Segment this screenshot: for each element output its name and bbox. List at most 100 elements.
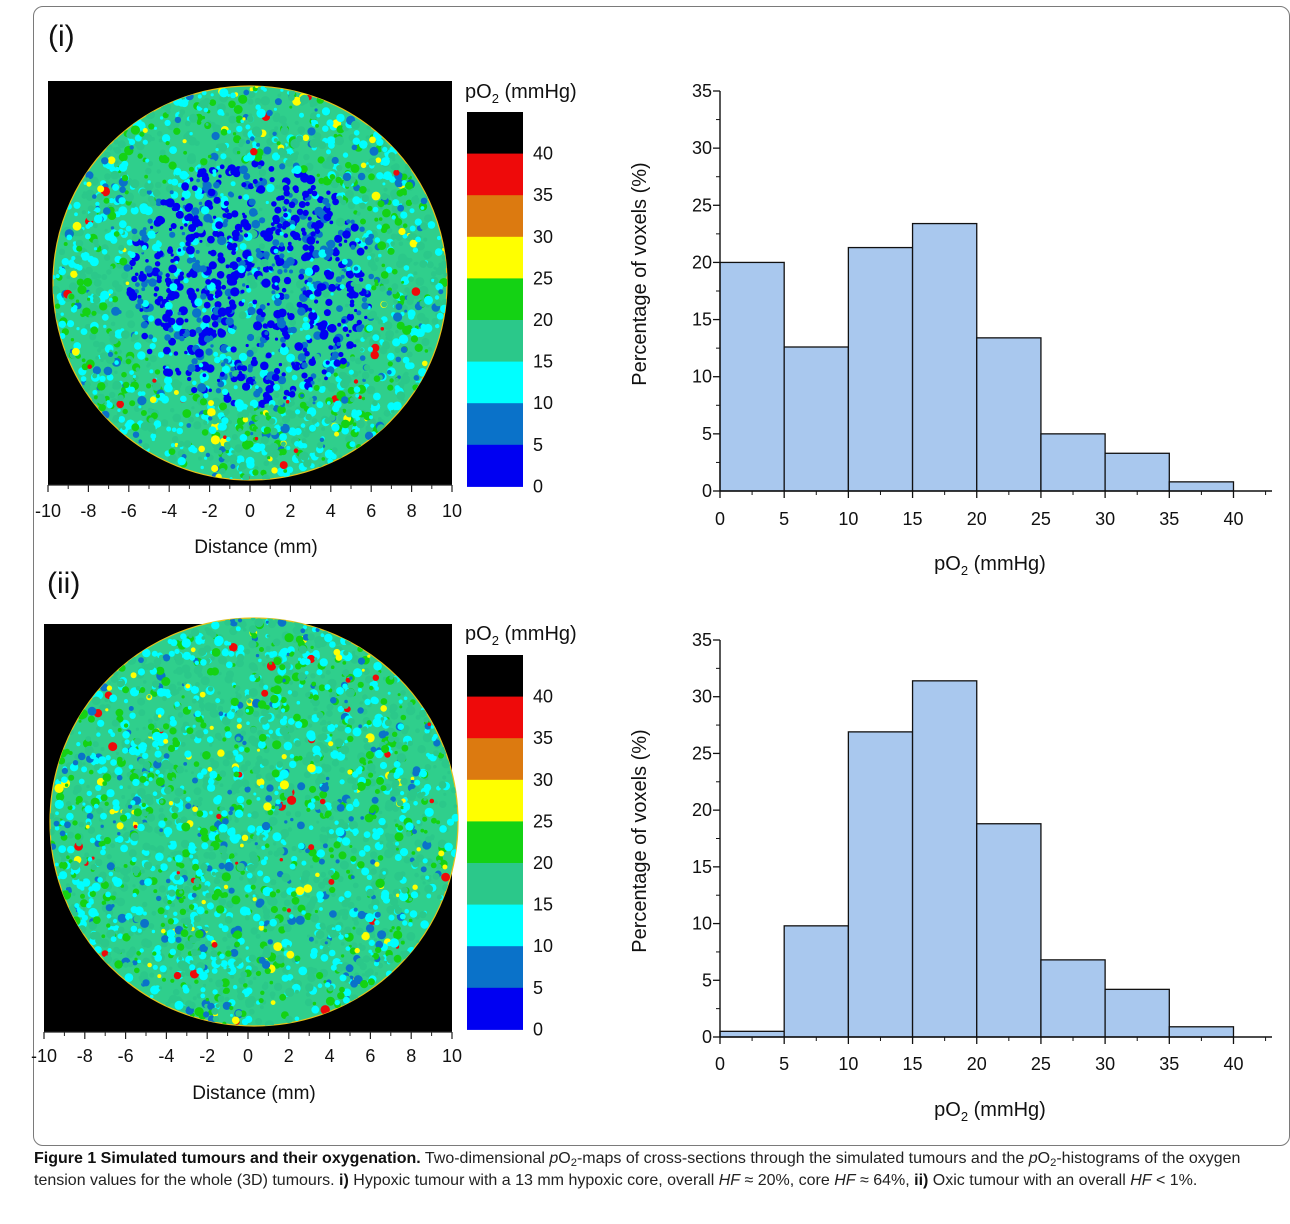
map-speckle	[168, 448, 176, 455]
map-speckle	[325, 996, 335, 1006]
map-speckle	[259, 784, 264, 789]
map-speckle	[330, 750, 340, 759]
map-speckle	[177, 274, 184, 281]
map-speckle	[282, 678, 286, 683]
map-speckle	[414, 343, 423, 352]
map-speckle	[273, 657, 282, 665]
map-speckle	[151, 691, 158, 697]
map-speckle	[235, 691, 239, 695]
histogram-x-tick-label: 40	[1223, 509, 1243, 529]
map-speckle	[318, 881, 326, 889]
map-speckle	[342, 408, 347, 414]
map-speckle	[138, 657, 144, 663]
map-speckle	[211, 968, 218, 974]
map-speckle	[395, 233, 403, 241]
histogram-bar	[719, 261, 785, 492]
map-speckle	[426, 261, 434, 269]
map-speckle	[181, 231, 186, 236]
map-speckle	[252, 894, 256, 898]
map-speckle	[364, 431, 374, 440]
map-speckle	[287, 827, 293, 832]
map-speckle	[279, 195, 285, 201]
map-speckle	[151, 929, 156, 934]
map-speckle	[385, 266, 393, 273]
map-speckle	[325, 669, 331, 675]
map-speckle	[265, 336, 270, 341]
map-speckle	[201, 833, 210, 843]
map-speckle	[370, 859, 376, 865]
map-speckle	[212, 172, 217, 177]
map-speckle	[173, 911, 178, 916]
map-speckle	[85, 266, 93, 275]
map-speckle	[328, 142, 335, 149]
map-speckle	[113, 139, 119, 145]
map-speckle	[391, 283, 399, 290]
map-speckle	[258, 925, 265, 931]
map-speckle	[395, 303, 403, 311]
map-speckle	[235, 693, 242, 700]
map-speckle	[436, 894, 442, 900]
map-speckle	[112, 820, 116, 824]
map-speckle	[114, 160, 119, 164]
map-speckle	[191, 698, 197, 704]
map-speckle	[274, 982, 283, 992]
map-speckle	[176, 283, 184, 291]
map-speckle	[268, 729, 274, 734]
map-speckle	[253, 381, 257, 385]
map-speckle	[247, 306, 256, 315]
map-speckle	[436, 235, 442, 241]
map-speckle	[222, 1001, 231, 1010]
map-speckle	[153, 218, 162, 227]
map-speckle	[337, 322, 342, 327]
map-speckle	[377, 319, 383, 325]
map-speckle	[273, 309, 282, 319]
map-speckle	[223, 441, 231, 448]
map-speckle	[51, 826, 55, 830]
map-speckle	[149, 923, 154, 928]
map-speckle	[154, 750, 162, 758]
map-speckle	[282, 418, 287, 423]
map-speckle	[93, 803, 99, 809]
map-speckle	[168, 227, 173, 231]
map-speckle	[368, 807, 375, 814]
map-speckle	[153, 889, 158, 894]
map-speckle	[238, 311, 247, 320]
map-speckle	[289, 105, 293, 109]
map-speckle	[329, 641, 336, 648]
map-speckle	[249, 87, 254, 92]
map-speckle	[357, 707, 364, 714]
map-speckle	[185, 803, 192, 810]
map-speckle	[339, 986, 345, 993]
map-speckle	[274, 298, 282, 307]
map-speckle	[192, 858, 199, 866]
map-speckle	[303, 771, 311, 779]
map-speckle	[244, 786, 251, 793]
map-speckle	[205, 122, 209, 126]
map-speckle	[400, 374, 410, 385]
map-speckle	[177, 712, 184, 718]
map-speckle	[346, 219, 351, 224]
map-speckle	[237, 644, 245, 652]
map-speckle	[122, 731, 130, 739]
map-speckle	[216, 165, 221, 170]
map-speckle	[205, 997, 209, 1002]
map-speckle	[226, 967, 231, 973]
map-speckle	[374, 282, 379, 287]
map-speckle	[199, 971, 208, 981]
map-speckle	[85, 193, 94, 201]
map-speckle	[167, 291, 177, 301]
map-speckle	[392, 338, 401, 347]
map-speckle	[371, 898, 380, 908]
map-speckle	[384, 719, 392, 727]
map-speckle	[377, 200, 385, 208]
map-speckle	[393, 312, 403, 322]
map-x-axis: -10 -8 -6 -4 -2 0 2 4 6 8 10	[35, 484, 462, 521]
map-speckle	[103, 837, 111, 845]
map-speckle	[300, 423, 306, 428]
map-speckle	[421, 791, 426, 796]
map-speckle	[82, 907, 86, 911]
histogram-bar	[783, 346, 850, 492]
map-speckle	[61, 258, 69, 266]
map-speckle	[259, 304, 266, 311]
map-speckle	[374, 279, 378, 283]
